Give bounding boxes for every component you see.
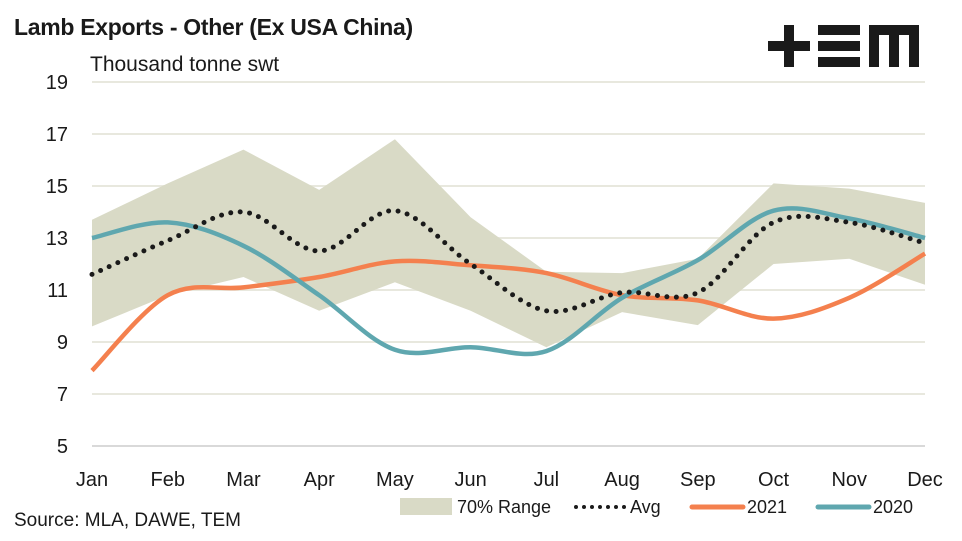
y-axis-ticks: 5 7 9 11 13 15 17 19	[46, 72, 68, 458]
x-tick-label: Feb	[150, 469, 184, 491]
series-line-avg	[89, 208, 928, 315]
y-tick-label: 9	[57, 332, 68, 354]
y-tick-label: 17	[46, 124, 68, 146]
y-axis-unit-label: Thousand tonne swt	[90, 53, 280, 76]
x-tick-label: Nov	[831, 469, 867, 491]
legend-swatch-range	[400, 498, 452, 515]
tem-logo-icon	[768, 25, 919, 67]
source-note: Source: MLA, DAWE, TEM	[14, 510, 241, 531]
y-tick-label: 11	[47, 280, 68, 302]
y-tick-label: 13	[46, 228, 68, 250]
y-tick-label: 15	[46, 176, 68, 198]
x-tick-label: Jun	[455, 469, 487, 491]
x-tick-label: Apr	[304, 469, 335, 491]
range-band-group	[92, 139, 925, 348]
range-band	[92, 139, 925, 348]
x-tick-label: May	[376, 469, 414, 491]
y-tick-label: 7	[57, 384, 68, 406]
legend: 70% Range Avg 2021 2020	[400, 497, 913, 517]
x-tick-label: Sep	[680, 469, 716, 491]
legend-label-range: 70% Range	[457, 497, 551, 517]
y-tick-label: 19	[46, 72, 68, 94]
x-tick-label: Oct	[758, 469, 790, 491]
x-tick-label: Aug	[604, 469, 640, 491]
x-tick-label: Mar	[226, 469, 261, 491]
chart-title: Lamb Exports - Other (Ex USA China)	[14, 14, 413, 40]
x-tick-label: Jul	[534, 469, 560, 491]
y-tick-label: 5	[57, 436, 68, 458]
legend-label-2021: 2021	[747, 497, 787, 517]
legend-label-2020: 2020	[873, 497, 913, 517]
series-line-2021	[90, 251, 927, 373]
x-axis-ticks: Jan Feb Mar Apr May Jun Jul Aug Sep Oct Nov Dec	[76, 469, 943, 491]
x-tick-label: Dec	[907, 469, 943, 491]
series-lines	[89, 206, 928, 373]
x-tick-label: Jan	[76, 469, 108, 491]
series-line-2020	[91, 206, 926, 357]
legend-label-avg: Avg	[630, 497, 661, 517]
